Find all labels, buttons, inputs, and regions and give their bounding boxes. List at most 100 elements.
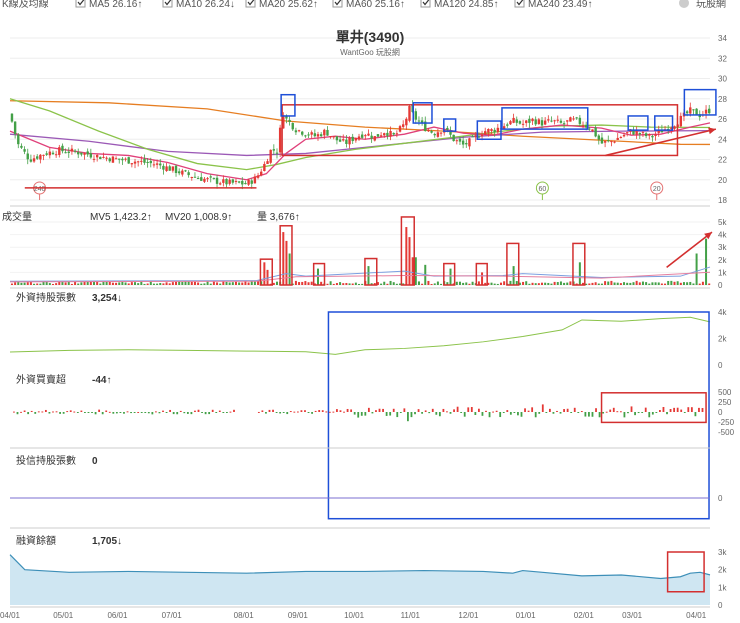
- volume-bar: [190, 281, 193, 285]
- volume-bar: [39, 283, 42, 285]
- volume-bar: [115, 282, 118, 285]
- candle-body: [121, 158, 124, 161]
- foreign-netbuy-bar: [495, 410, 498, 412]
- candle-body: [474, 135, 477, 138]
- candle-body: [490, 129, 493, 131]
- candle-body: [660, 129, 664, 133]
- candle-body: [95, 155, 99, 158]
- volume-bar: [58, 281, 61, 285]
- candle-body: [531, 118, 534, 122]
- foreign-netbuy-bar: [357, 412, 360, 418]
- candle-body: [373, 136, 376, 141]
- foreign-holdings-annotation-box: [327, 311, 710, 520]
- candle-body: [45, 153, 48, 155]
- candle-body: [613, 141, 616, 143]
- candle-body: [562, 123, 566, 125]
- volume-bar: [518, 282, 521, 285]
- candle-body: [237, 181, 241, 183]
- volume-bar: [427, 280, 430, 285]
- candle-body: [408, 106, 411, 121]
- candle-body: [32, 158, 36, 162]
- trust-holdings-tick-label: 0: [718, 494, 723, 503]
- foreign-holdings-tick-label: 4k: [718, 308, 727, 317]
- volume-bar: [402, 283, 405, 285]
- foreign-netbuy-bar: [545, 412, 548, 413]
- foreign-netbuy-bar: [541, 404, 544, 412]
- volume-bar: [203, 283, 206, 285]
- candle-body: [405, 118, 408, 126]
- candle-body: [679, 115, 683, 127]
- candle-body: [638, 132, 642, 135]
- foreign-netbuy-bar: [155, 411, 157, 413]
- volume-bar: [673, 281, 676, 285]
- volume-legend-2: 量 3,676↑: [257, 211, 300, 223]
- foreign-netbuy-bar: [488, 412, 491, 418]
- foreign-netbuy-bar: [385, 412, 388, 416]
- x-tick-label: 08/01: [234, 611, 255, 620]
- foreign-netbuy-bar: [286, 412, 289, 415]
- foreign-netbuy-bar: [698, 407, 700, 412]
- volume-bar: [130, 282, 133, 285]
- volume-tick-label: 1k: [718, 268, 727, 277]
- candle-body: [313, 133, 317, 137]
- candle-body: [704, 109, 708, 114]
- check-icon: [422, 0, 430, 6]
- x-tick-label: 09/01: [288, 611, 309, 620]
- foreign-netbuy-bar: [431, 408, 434, 412]
- volume-bar: [329, 281, 332, 285]
- candle-body: [525, 120, 528, 124]
- foreign-netbuy-bar: [165, 412, 168, 413]
- volume-bar: [361, 283, 364, 285]
- volume-bar: [313, 283, 316, 285]
- chart-type-label: K線及均線: [2, 0, 49, 10]
- foreign-netbuy-bar: [435, 412, 438, 415]
- foreign-netbuy-bar: [655, 412, 658, 413]
- candle-body: [370, 135, 373, 139]
- candle-body: [67, 151, 70, 153]
- volume-bar: [342, 283, 345, 285]
- foreign-netbuy-bar: [158, 412, 161, 414]
- candle-body: [644, 133, 648, 137]
- candle-body: [304, 135, 307, 137]
- volume-bar: [395, 283, 398, 285]
- margin-balance-tick-label: 3k: [718, 548, 727, 557]
- ma-marker-circle: [650, 181, 664, 195]
- foreign-netbuy-bar: [16, 412, 19, 415]
- volume-bar: [610, 280, 613, 285]
- foreign-netbuy-bar: [73, 411, 76, 413]
- volume-bar: [635, 280, 638, 285]
- foreign-netbuy-bar: [76, 412, 79, 413]
- candle-body: [48, 151, 52, 156]
- volume-bar: [294, 280, 297, 285]
- candle-body: [222, 179, 225, 183]
- volume-bar: [206, 281, 209, 285]
- candle-body: [543, 120, 547, 125]
- volume-bar: [695, 253, 698, 285]
- candle-body: [357, 136, 361, 140]
- volume-arrow-head: [704, 232, 712, 240]
- foreign-netbuy-bar: [328, 411, 331, 413]
- price-arrow-head: [708, 127, 716, 135]
- price-annotation-box: [683, 88, 717, 116]
- candle-body: [433, 134, 436, 136]
- candle-body: [692, 109, 695, 111]
- volume-mv20-line: [9, 271, 711, 283]
- foreign-netbuy-bar: [467, 407, 470, 412]
- volume-bar: [209, 283, 212, 285]
- foreign-netbuy-bar: [407, 412, 409, 422]
- x-tick-label: 04/01: [0, 611, 21, 620]
- candle-body: [420, 120, 424, 123]
- candle-body: [206, 178, 209, 180]
- candle-body: [17, 134, 20, 145]
- foreign-netbuy-bar: [584, 412, 587, 417]
- foreign-netbuy-bar: [190, 412, 193, 415]
- foreign-netbuy-bar: [115, 412, 118, 414]
- candle-body: [118, 158, 121, 160]
- foreign-netbuy-bar: [311, 412, 313, 414]
- volume-bar: [481, 272, 484, 285]
- volume-bar: [541, 282, 543, 285]
- foreign-netbuy-bar: [296, 411, 299, 413]
- foreign-netbuy-bar: [602, 412, 605, 414]
- ma-legend-1: MA10 26.24↓: [176, 0, 235, 10]
